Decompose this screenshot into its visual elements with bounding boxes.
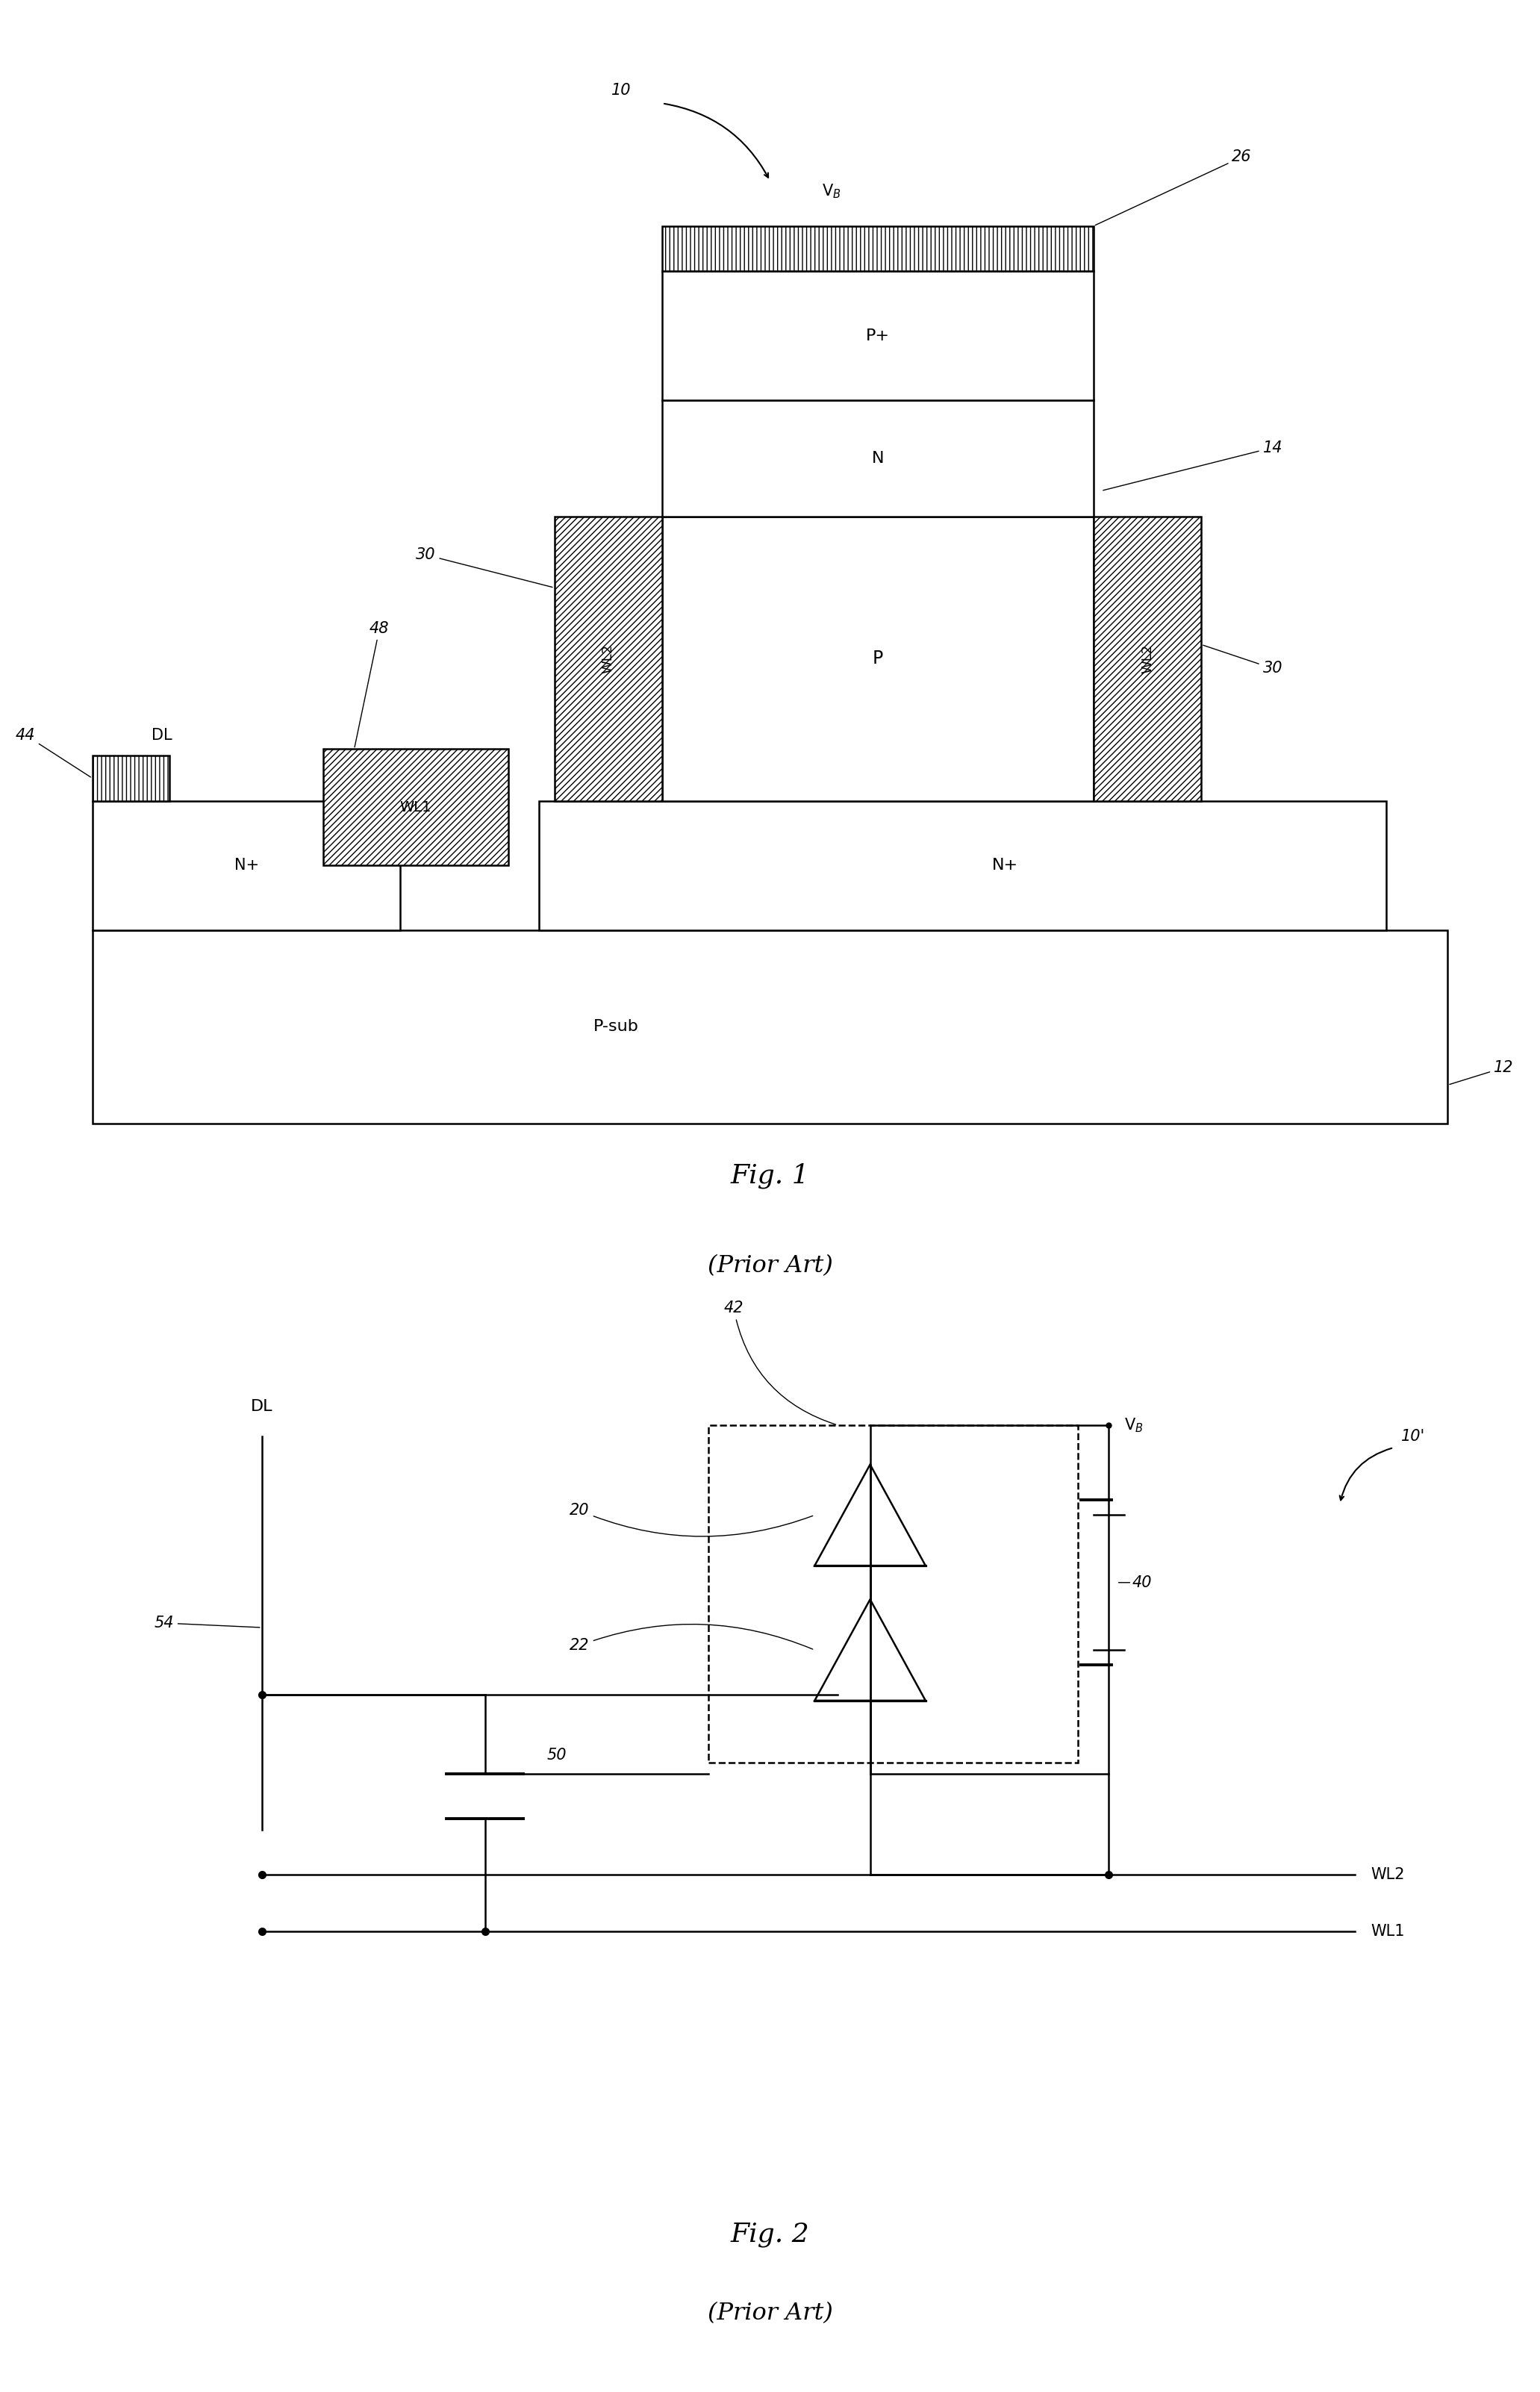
Text: N+: N+ <box>992 859 1018 873</box>
Text: V$_B$: V$_B$ <box>822 182 841 201</box>
Text: WL2: WL2 <box>1371 1868 1404 1883</box>
Text: (Prior Art): (Prior Art) <box>707 1253 833 1277</box>
Text: 10: 10 <box>611 84 631 98</box>
Text: 48: 48 <box>354 622 390 746</box>
Text: 50: 50 <box>547 1749 567 1763</box>
Bar <box>708 1426 1078 1763</box>
Text: P-sub: P-sub <box>593 1019 639 1033</box>
Bar <box>92 930 1448 1124</box>
Bar <box>662 225 1093 270</box>
Text: WL2: WL2 <box>602 643 614 675</box>
Text: WL1: WL1 <box>1371 1923 1404 1938</box>
Text: N: N <box>872 452 884 466</box>
Text: DL: DL <box>151 727 172 742</box>
Bar <box>92 756 169 801</box>
Bar <box>1093 517 1201 801</box>
Text: (Prior Art): (Prior Art) <box>707 2301 833 2325</box>
Bar <box>662 399 1093 517</box>
Text: 14: 14 <box>1103 440 1283 490</box>
Text: V$_B$: V$_B$ <box>1124 1416 1143 1433</box>
Text: 44: 44 <box>15 727 91 777</box>
Text: 26: 26 <box>1095 151 1252 225</box>
Text: Fig. 2: Fig. 2 <box>730 2222 810 2248</box>
Text: Fig. 1: Fig. 1 <box>730 1163 810 1189</box>
Bar <box>662 517 1093 801</box>
Text: 40: 40 <box>1132 1574 1152 1591</box>
Text: 54: 54 <box>154 1615 260 1631</box>
Text: P: P <box>873 651 882 667</box>
Text: N+: N+ <box>234 859 259 873</box>
Text: WL2: WL2 <box>1141 643 1153 675</box>
Bar <box>92 801 400 930</box>
Text: P+: P+ <box>865 328 890 344</box>
Bar <box>554 517 662 801</box>
Text: 30: 30 <box>1203 646 1283 677</box>
Text: 22: 22 <box>570 1624 813 1653</box>
Text: 12: 12 <box>1449 1060 1514 1084</box>
Text: 30: 30 <box>416 548 553 586</box>
Bar <box>539 801 1386 930</box>
Text: 42: 42 <box>724 1301 836 1426</box>
Text: 20: 20 <box>570 1502 813 1536</box>
Text: 10': 10' <box>1401 1428 1426 1445</box>
Bar <box>662 270 1093 399</box>
Bar <box>323 749 508 866</box>
Text: WL1: WL1 <box>400 801 431 813</box>
Text: DL: DL <box>251 1399 273 1414</box>
